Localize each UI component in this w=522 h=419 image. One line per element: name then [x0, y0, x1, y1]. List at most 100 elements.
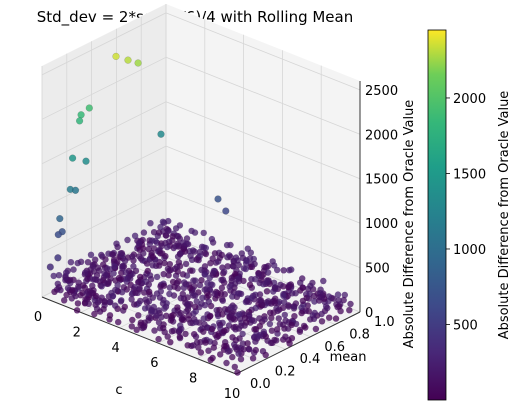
outlier-point: [71, 186, 80, 194]
bulk-point: [164, 333, 171, 340]
bulk-point: [136, 246, 143, 253]
bulk-point: [311, 309, 318, 317]
bulk-point: [202, 339, 209, 346]
bulk-point: [261, 316, 268, 323]
outlier-points: [46, 52, 230, 271]
bulk-point: [201, 286, 208, 293]
bulk-point: [130, 263, 137, 270]
bulk-point: [181, 248, 189, 255]
bulk-point: [118, 289, 126, 296]
bulk-point: [117, 276, 125, 283]
bulk-point: [238, 250, 245, 257]
bulk-point: [274, 307, 281, 315]
bulk-point: [86, 287, 94, 295]
bulk-point: [166, 290, 173, 298]
grid-z-back: [165, 12, 361, 91]
outlier-point: [82, 157, 90, 165]
bulk-point: [256, 291, 264, 298]
bulk-point: [146, 288, 153, 295]
bulk-point: [223, 359, 230, 367]
axes-3d: 02468100.00.20.40.60.81.0050010001500200…: [34, 4, 417, 402]
outlier-point: [85, 104, 93, 112]
bulk-point: [186, 284, 194, 292]
bulk-point: [281, 311, 288, 319]
bulk-point: [131, 232, 139, 239]
bulk-point: [60, 297, 68, 304]
bulk-point: [168, 328, 176, 335]
bulk-point: [174, 304, 181, 311]
outlier-point: [134, 59, 142, 67]
bulk-point: [234, 369, 241, 376]
bulk-point: [219, 297, 226, 304]
bulk-point: [155, 307, 162, 314]
bulk-point: [252, 346, 259, 354]
bulk-point: [201, 321, 208, 328]
bulk-point: [201, 271, 208, 278]
y-tick-label: 0.6: [324, 340, 345, 355]
bulk-point: [259, 348, 267, 355]
bulk-point: [183, 235, 191, 242]
bulk-point: [265, 262, 272, 270]
x-tick-label: 2: [73, 325, 81, 340]
bulk-point: [98, 283, 105, 290]
outlier-point: [214, 195, 222, 203]
x-tick-label: 6: [150, 356, 158, 371]
outlier-point: [222, 207, 230, 215]
bulk-point: [236, 311, 243, 318]
bulk-point: [174, 285, 182, 292]
colorbar: 500 1000 1500 2000 Absolute Difference from…: [427, 29, 512, 401]
bulk-point: [115, 318, 122, 326]
bulk-point: [201, 249, 208, 257]
bulk-point: [109, 251, 117, 258]
bulk-point: [62, 274, 69, 281]
z-axis-label: Absolute Difference from Oracle Value: [402, 100, 417, 349]
bulk-point: [131, 301, 138, 308]
bulk-point: [241, 314, 249, 322]
bulk-point: [155, 319, 163, 326]
bulk-point: [191, 229, 199, 236]
bulk-point: [292, 300, 300, 307]
bulk-point: [91, 310, 98, 318]
bulk-point: [156, 262, 163, 269]
bulk-point: [268, 327, 276, 334]
bulk-point: [192, 303, 199, 311]
bulk-point: [149, 253, 157, 261]
bulk-point: [299, 275, 306, 282]
bulk-point: [137, 319, 145, 326]
bulk-point: [176, 251, 184, 258]
bulk-point: [252, 304, 259, 312]
bulk-point: [137, 255, 145, 262]
bulk-point: [273, 337, 280, 344]
bulk-point: [106, 312, 114, 319]
bulk-point: [266, 320, 274, 328]
grid-z-back: [165, 101, 361, 180]
bulk-point: [324, 304, 331, 312]
bulk-point: [277, 281, 284, 288]
bulk-point: [102, 256, 109, 263]
y-axis-line: [235, 311, 361, 375]
bulk-point: [332, 315, 340, 322]
outlier-point: [124, 56, 132, 64]
bulk-point: [158, 314, 165, 321]
bulk-point: [271, 284, 279, 291]
bulk-point: [219, 311, 226, 318]
bulk-point: [69, 287, 76, 294]
bulk-point: [264, 269, 272, 276]
bulk-point: [160, 271, 167, 278]
bulk-point: [146, 272, 154, 279]
bulk-point: [240, 265, 248, 272]
bulk-point: [188, 256, 196, 263]
bulk-point: [285, 303, 292, 310]
tick-labels: 02468100.00.20.40.60.81.0050010001500200…: [34, 84, 398, 402]
bulk-point: [107, 299, 114, 306]
bulk-point: [101, 270, 108, 277]
bulk-point: [206, 313, 214, 320]
bulk-point: [196, 248, 203, 256]
bulk-point: [70, 266, 77, 273]
bulk-point: [346, 307, 353, 314]
bulk-point: [129, 253, 136, 260]
bulk-point: [252, 338, 259, 345]
bulk-point: [176, 222, 184, 229]
bulk-point: [192, 319, 200, 326]
grid-z-left: [41, 145, 167, 209]
